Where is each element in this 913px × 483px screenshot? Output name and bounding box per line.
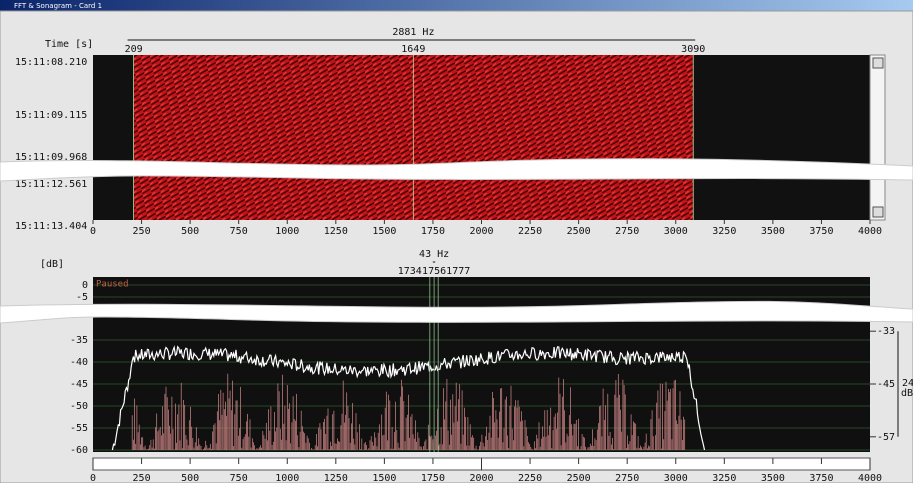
marker-label: 1777	[446, 266, 470, 277]
x-tick-label: 3500	[761, 473, 785, 483]
time-label: 15:11:12.561	[15, 179, 87, 190]
x-tick-label: 3250	[712, 226, 736, 237]
x-tick-label: 250	[133, 226, 151, 237]
x-tick-label: 3500	[761, 226, 785, 237]
bandwidth-label: 2881 Hz	[392, 27, 434, 38]
peak-trace	[111, 345, 706, 451]
x-tick-label: 3750	[809, 226, 833, 237]
time-label: 15:11:13.404	[15, 221, 87, 232]
x-tick-label: 1250	[324, 226, 348, 237]
x-tick-label: 4000	[858, 226, 882, 237]
x-tick-label: 500	[181, 473, 199, 483]
time-label: 15:11:09.115	[15, 110, 87, 121]
bandwidth-label: 43 Hz	[419, 249, 449, 260]
x-tick-label: 1750	[421, 226, 445, 237]
range-tick-label: -33	[877, 326, 895, 337]
y-tick-label: -55	[70, 423, 88, 434]
x-tick-label: 0	[90, 473, 96, 483]
x-tick-label: 750	[230, 226, 248, 237]
y-tick-label: -40	[70, 357, 88, 368]
y-tick-label: -45	[70, 379, 88, 390]
x-tick-label: 3750	[809, 473, 833, 483]
x-tick-label: 3000	[664, 226, 688, 237]
marker-label: 1734	[398, 266, 422, 277]
scroll-down[interactable]	[872, 206, 884, 218]
range-unit: dB	[901, 388, 913, 399]
x-tick-label: 1250	[324, 473, 348, 483]
marker-label: 1649	[401, 44, 425, 55]
x-tick-label: 1750	[421, 473, 445, 483]
x-tick-label: 2250	[518, 473, 542, 483]
range-tick-label: -45	[877, 379, 895, 390]
scroll-up[interactable]	[872, 57, 884, 69]
range-value: 24	[902, 378, 913, 389]
x-tick-label: 0	[90, 226, 96, 237]
x-tick-label: 1000	[275, 473, 299, 483]
x-tick-label: 2500	[567, 473, 591, 483]
x-tick-label: 2000	[469, 226, 493, 237]
x-tick-label: 2250	[518, 226, 542, 237]
x-tick-label: 2000	[469, 473, 493, 483]
y-tick-label: -50	[70, 401, 88, 412]
x-tick-label: 2750	[615, 473, 639, 483]
x-tick-label: 2750	[615, 226, 639, 237]
time-label: 15:11:08.210	[15, 57, 87, 68]
x-tick-label: 1500	[372, 473, 396, 483]
y-tick-label: -60	[70, 445, 88, 456]
x-tick-label: 4000	[858, 473, 882, 483]
x-tick-label: 2500	[567, 226, 591, 237]
window-title: FFT & Sonagram - Card 1	[14, 2, 102, 10]
paper-tear	[0, 158, 913, 182]
marker-label: 1756	[422, 266, 446, 277]
y-tick-label: -5	[76, 292, 88, 303]
scrollbar[interactable]	[869, 54, 886, 221]
x-tick-label: 3000	[664, 473, 688, 483]
range-tick-label: -57	[877, 432, 895, 443]
x-tick-label: 1500	[372, 226, 396, 237]
x-tick-label: 3250	[712, 473, 736, 483]
y-tick-label: -35	[70, 335, 88, 346]
x-tick-label: 750	[230, 473, 248, 483]
time-label: 15:11:09.968	[15, 152, 87, 163]
x-tick-label: 500	[181, 226, 199, 237]
status-label: Paused	[96, 280, 129, 290]
marker-label: 3090	[681, 44, 705, 55]
title-bar	[0, 0, 913, 11]
instant-trace	[131, 373, 686, 450]
marker-label: 209	[125, 44, 143, 55]
x-tick-label: 1000	[275, 226, 299, 237]
y-tick-label: 0	[82, 280, 88, 291]
x-tick-label: 250	[133, 473, 151, 483]
time-axis-label: Time [s]	[45, 39, 93, 50]
db-axis-label: [dB]	[40, 259, 64, 270]
